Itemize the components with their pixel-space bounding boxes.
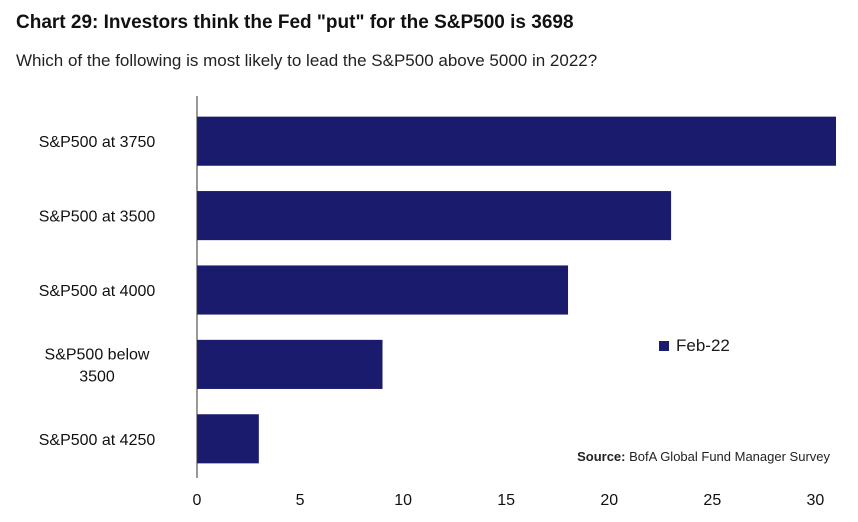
x-tick-5: 25 xyxy=(703,492,721,509)
x-tick-1: 5 xyxy=(296,492,305,509)
category-label-1-line-0: S&P500 at 3500 xyxy=(39,209,156,226)
bar-4 xyxy=(197,414,259,464)
bars-group xyxy=(197,116,836,464)
category-label-4-line-0: S&P500 at 4250 xyxy=(39,432,156,449)
category-labels: S&P500 at 3750 S&P500 at 3500 S&P500 at 40… xyxy=(39,134,156,449)
legend-swatch xyxy=(659,341,669,351)
legend-label: Feb-22 xyxy=(676,336,730,355)
chart-subtitle: Which of the following is most likely to… xyxy=(16,51,598,70)
category-label-1: S&P500 at 3500 xyxy=(39,209,156,226)
legend: Feb-22 xyxy=(659,336,730,356)
category-label-4: S&P500 at 4250 xyxy=(39,432,156,449)
category-label-3: S&P500 below 3500 xyxy=(45,346,150,385)
category-label-3-line-0: S&P500 below xyxy=(45,346,150,363)
bar-0 xyxy=(197,116,836,166)
category-label-2: S&P500 at 4000 xyxy=(39,283,156,300)
x-tick-6: 30 xyxy=(806,492,824,509)
bar-2 xyxy=(197,265,569,315)
source-note: Source: BofA Global Fund Manager Survey xyxy=(577,449,830,464)
source-label: Source: xyxy=(577,449,626,464)
bar-1 xyxy=(197,191,672,241)
category-label-2-line-0: S&P500 at 4000 xyxy=(39,283,156,300)
x-tick-4: 20 xyxy=(600,492,618,509)
source-text: BofA Global Fund Manager Survey xyxy=(629,449,830,464)
category-label-0-line-0: S&P500 at 3750 xyxy=(39,134,156,151)
category-label-0: S&P500 at 3750 xyxy=(39,134,156,151)
x-tick-labels: 0 5 10 15 20 25 30 xyxy=(193,492,825,509)
x-tick-0: 0 xyxy=(193,492,202,509)
bar-3 xyxy=(197,339,383,389)
x-tick-2: 10 xyxy=(394,492,412,509)
chart-title: Chart 29: Investors think the Fed "put" … xyxy=(16,12,574,33)
x-tick-3: 15 xyxy=(497,492,515,509)
category-label-3-line-1: 3500 xyxy=(79,368,115,385)
